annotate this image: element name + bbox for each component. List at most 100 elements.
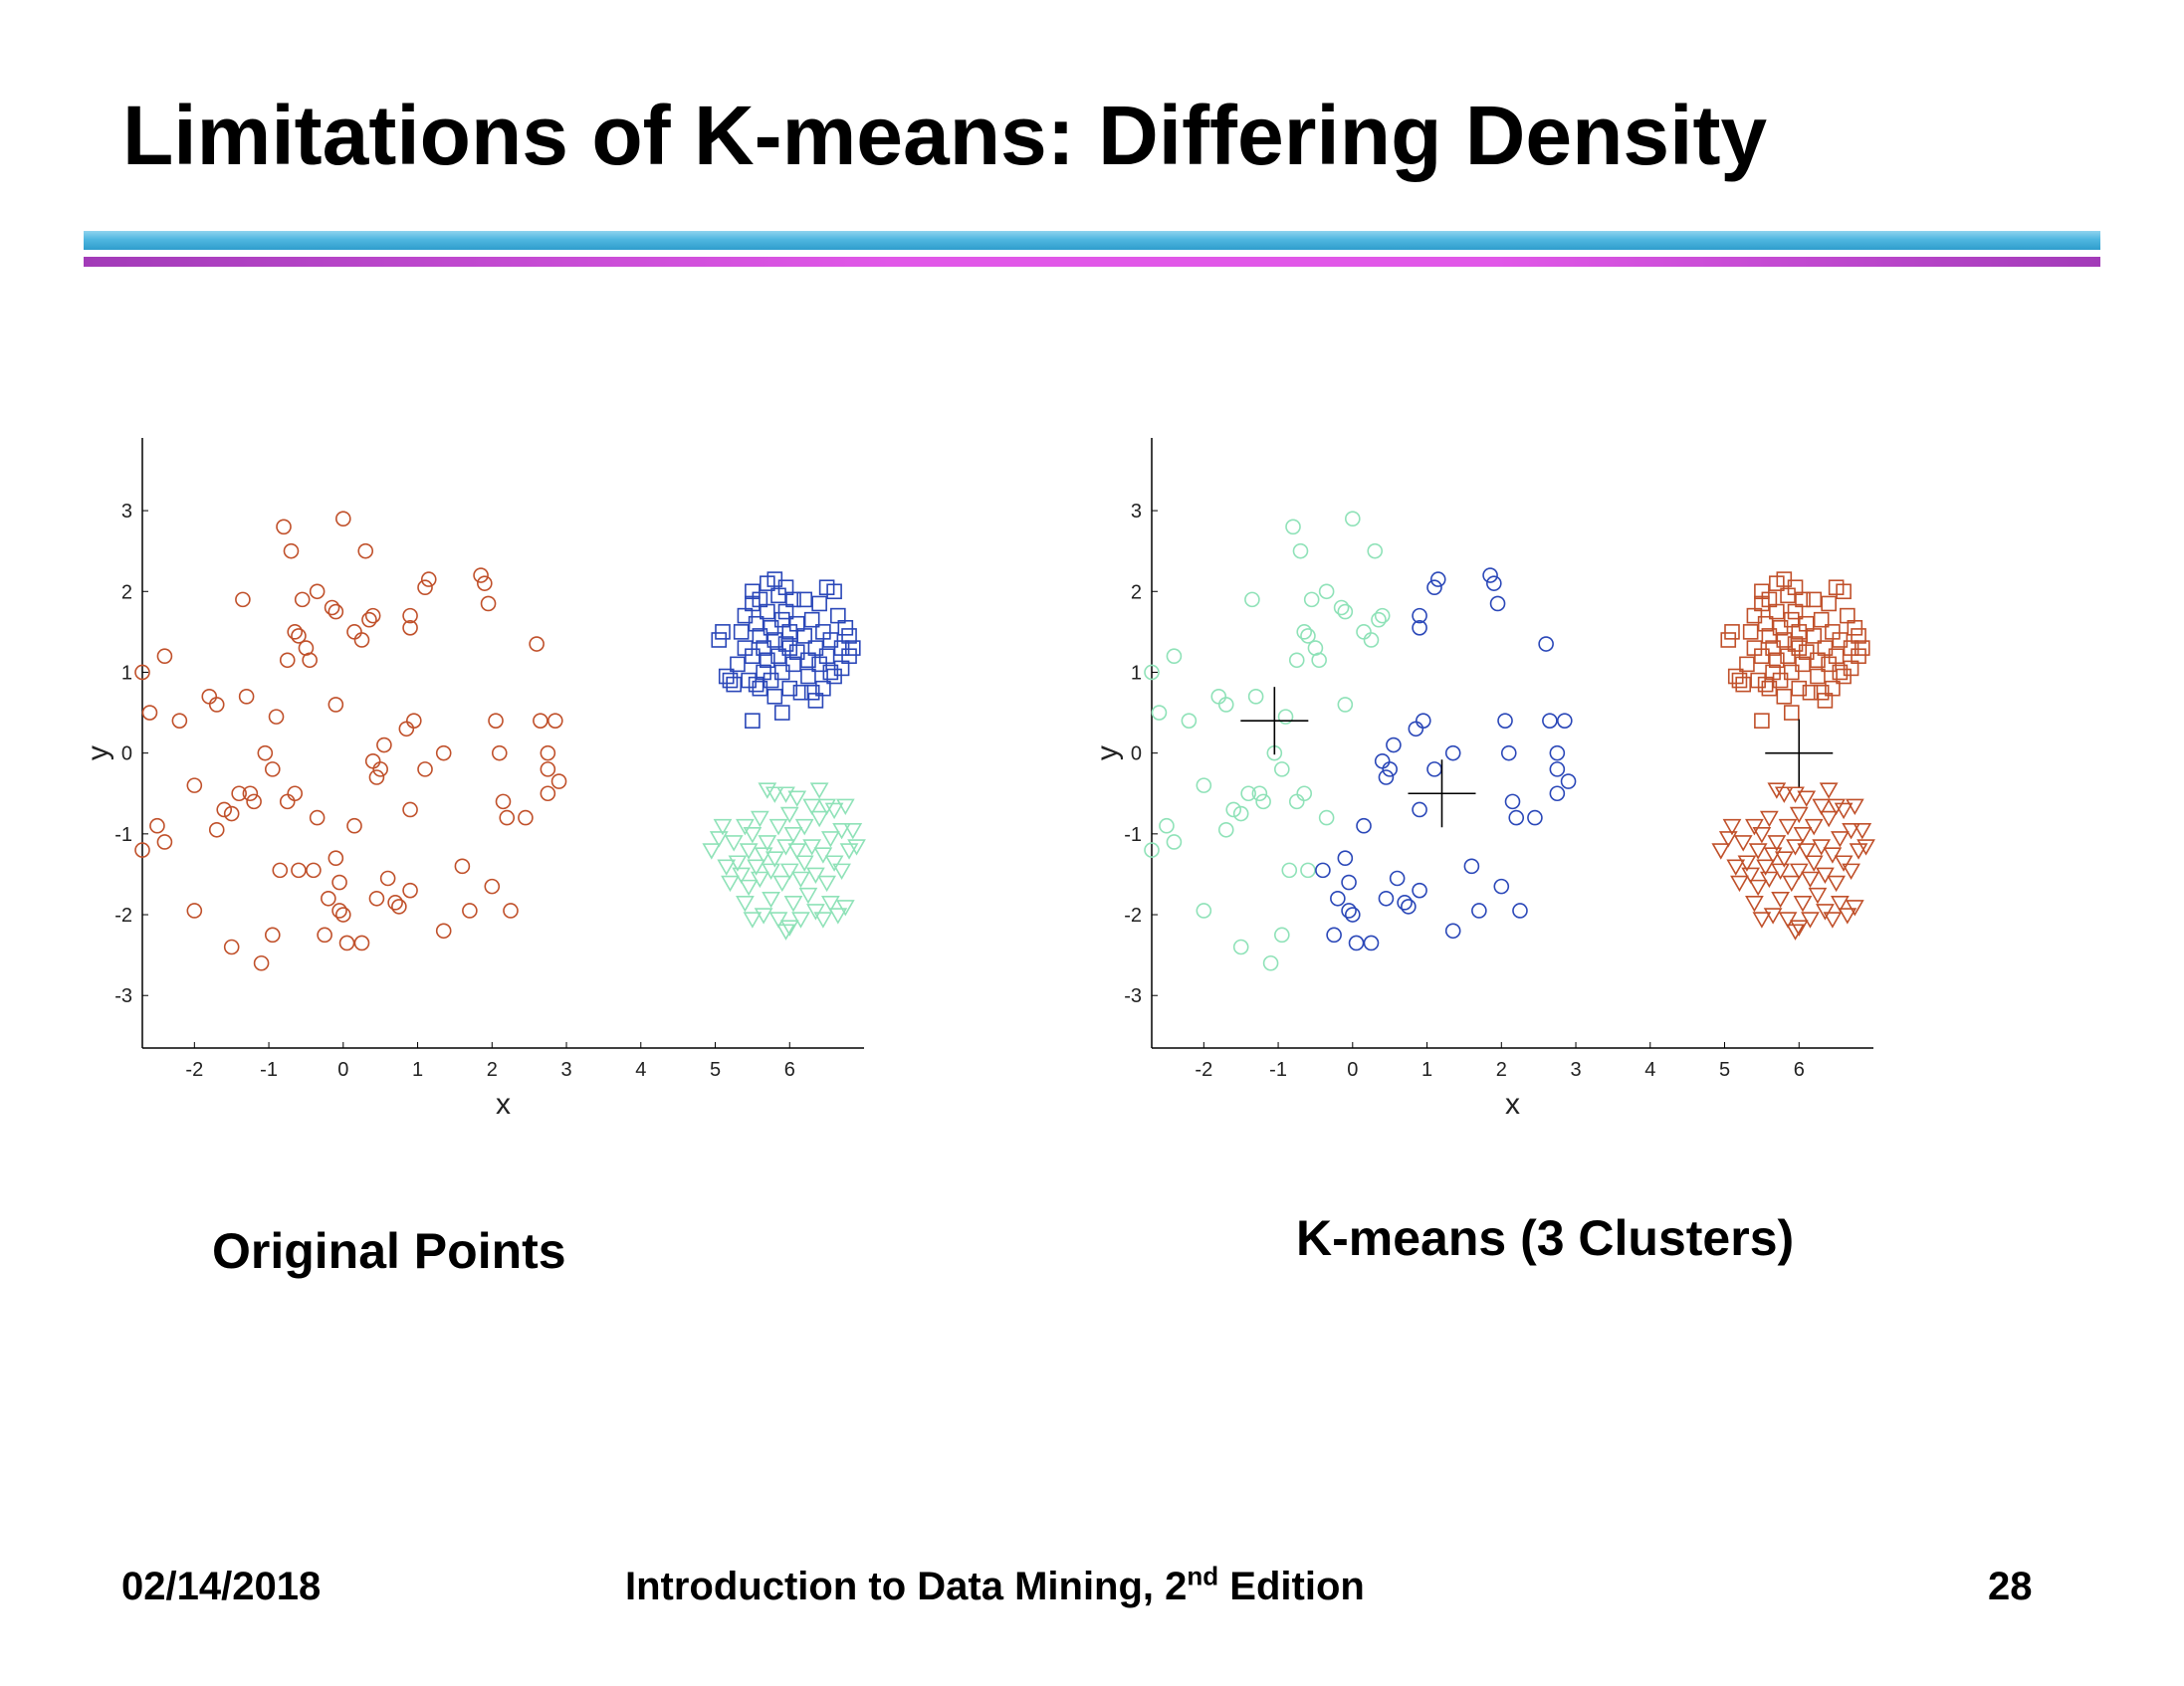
data-point	[1378, 769, 1395, 785]
data-point	[1838, 908, 1857, 925]
footer-book-title-sup: nd	[1187, 1561, 1219, 1591]
data-point	[1806, 628, 1823, 644]
data-point	[291, 862, 307, 879]
data-point	[291, 628, 307, 644]
x-tick-label: 2	[1496, 1059, 1507, 1081]
data-point	[1512, 903, 1528, 919]
data-point	[1277, 709, 1294, 725]
data-point	[1560, 773, 1577, 789]
data-point	[781, 680, 798, 697]
data-point	[743, 827, 763, 844]
data-point	[1817, 693, 1834, 709]
data-point	[1363, 935, 1380, 951]
data-point	[335, 907, 351, 923]
data-point	[1382, 761, 1398, 777]
data-point	[1444, 744, 1461, 761]
data-point	[760, 603, 775, 620]
data-point	[762, 891, 780, 909]
data-point	[1821, 595, 1837, 612]
data-point	[1806, 591, 1823, 608]
data-point	[800, 668, 816, 685]
data-point	[756, 664, 771, 681]
data-point	[1429, 571, 1446, 587]
data-point	[822, 632, 839, 648]
data-point	[1348, 935, 1365, 951]
data-point	[1471, 903, 1487, 919]
data-point	[1801, 912, 1820, 929]
x-axis-label: x	[496, 1088, 511, 1121]
x-tick-label: 3	[1570, 1059, 1581, 1081]
data-point	[807, 693, 824, 709]
data-point	[1789, 920, 1809, 937]
data-point	[1181, 713, 1198, 729]
data-point	[1761, 628, 1778, 644]
data-point	[1288, 652, 1305, 669]
data-point	[1842, 863, 1860, 880]
data-point	[760, 652, 775, 669]
data-point	[733, 624, 750, 640]
data-point	[732, 867, 752, 885]
data-point	[1538, 636, 1554, 652]
data-point	[223, 939, 240, 955]
data-point	[1288, 793, 1305, 810]
data-point	[736, 896, 755, 913]
data-point	[768, 818, 788, 836]
data-point	[772, 875, 792, 893]
data-point	[1778, 818, 1798, 836]
data-point	[406, 713, 422, 729]
data-point	[1739, 656, 1755, 673]
data-point	[796, 628, 813, 644]
data-point	[1333, 599, 1350, 616]
data-point	[1341, 874, 1357, 891]
y-tick-label: 3	[121, 501, 132, 523]
data-point	[387, 895, 403, 911]
data-point	[1397, 895, 1413, 911]
data-point	[1819, 782, 1839, 799]
data-point	[1737, 855, 1757, 872]
data-point	[802, 798, 822, 816]
data-point	[1273, 927, 1290, 944]
data-point	[809, 810, 829, 828]
data-point	[1549, 761, 1566, 777]
data-point	[750, 810, 769, 828]
data-point	[818, 648, 835, 665]
data-point	[1851, 628, 1866, 644]
data-point	[730, 656, 746, 673]
x-tick-label: 6	[784, 1059, 795, 1081]
y-tick-label: 3	[1131, 501, 1142, 523]
y-tick-label: -2	[114, 905, 132, 927]
data-point	[1819, 810, 1839, 828]
data-point	[1493, 878, 1510, 895]
data-point	[1244, 591, 1260, 608]
data-point	[1412, 801, 1427, 818]
data-point	[1196, 903, 1212, 919]
data-point	[745, 713, 761, 729]
y-tick-label: 2	[1131, 581, 1142, 603]
y-tick-label: 0	[1131, 743, 1142, 765]
data-point	[186, 777, 203, 793]
data-point	[1386, 737, 1402, 753]
page-number: 28	[1988, 1565, 2033, 1608]
data-point	[1787, 636, 1804, 652]
data-point	[820, 896, 840, 913]
data-point	[794, 855, 814, 872]
data-point	[728, 855, 748, 872]
data-point	[1789, 806, 1809, 824]
data-point	[764, 851, 784, 868]
data-point	[331, 874, 347, 891]
data-point	[837, 620, 854, 636]
data-point	[353, 935, 370, 951]
data-point	[702, 843, 722, 860]
data-point	[1776, 571, 1793, 587]
data-point	[1808, 887, 1828, 905]
data-point	[1371, 611, 1387, 628]
data-point	[743, 912, 763, 929]
data-point	[1812, 839, 1832, 856]
data-point	[1159, 817, 1175, 834]
data-point	[792, 684, 809, 701]
data-point	[1828, 648, 1845, 665]
x-tick-label: 1	[412, 1059, 423, 1081]
data-point	[785, 656, 801, 673]
data-point	[1426, 761, 1442, 777]
data-point	[724, 835, 744, 852]
